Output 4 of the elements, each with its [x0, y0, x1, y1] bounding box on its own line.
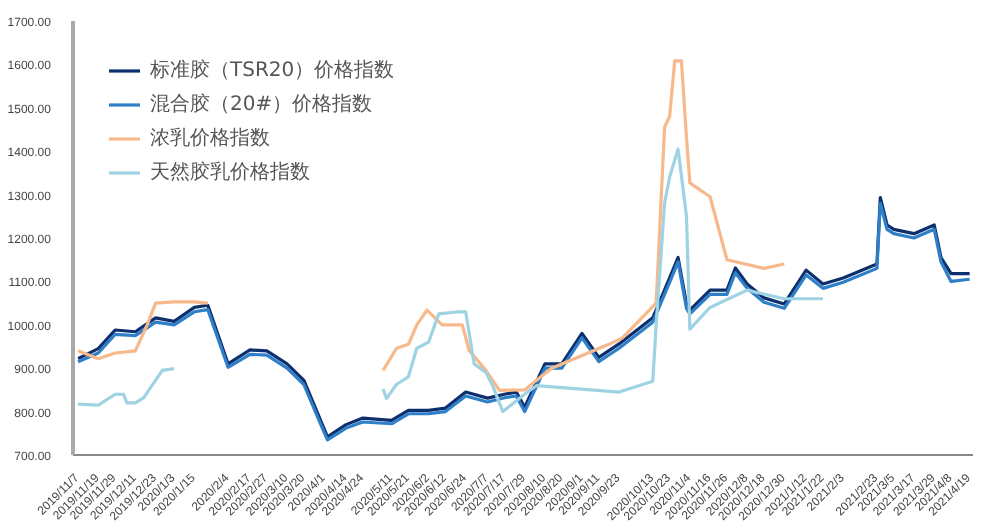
legend-label: 标准胶（TSR20）价格指数 [150, 57, 395, 84]
legend-label: 混合胶（20#）价格指数 [150, 91, 373, 118]
legend-label: 天然胶乳价格指数 [150, 159, 310, 186]
legend-label: 浓乳价格指数 [150, 125, 270, 152]
